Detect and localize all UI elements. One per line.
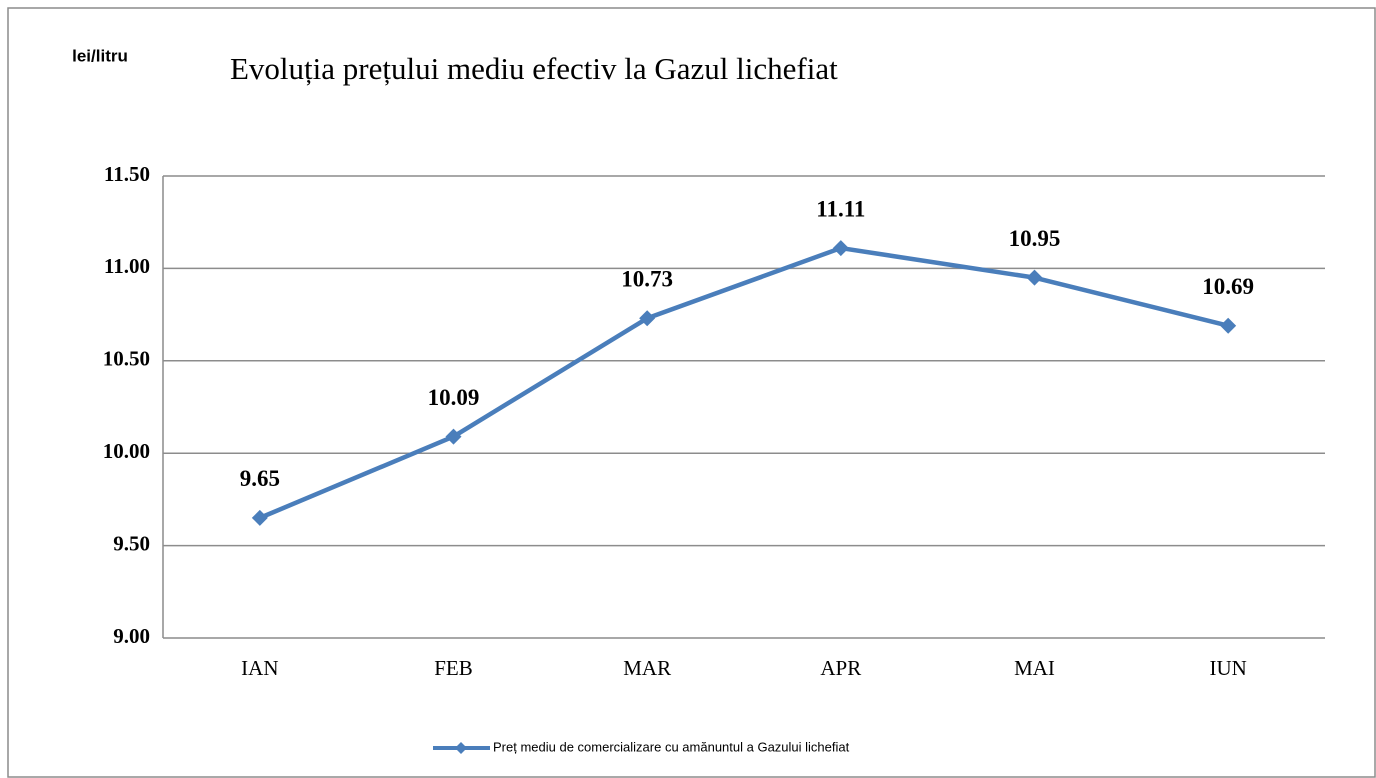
x-tick-label: IAN	[241, 656, 278, 680]
series-line	[258, 245, 1229, 520]
chart-title: Evoluția prețului mediu efectiv la Gazul…	[230, 51, 838, 86]
legend-marker	[455, 742, 467, 754]
marker	[832, 240, 849, 257]
y-tick-label: 11.50	[104, 162, 150, 186]
y-tick-label: 11.00	[104, 254, 150, 278]
legend-label: Preț mediu de comercializare cu amănuntu…	[493, 739, 850, 754]
chart-frame	[7, 7, 1376, 778]
marker	[1220, 317, 1237, 334]
data-label: 11.11	[816, 196, 865, 221]
x-tick-label: MAI	[1014, 656, 1055, 680]
y-tick-label: 10.50	[103, 347, 150, 371]
y-tick-label: 9.00	[113, 624, 150, 648]
data-label: 10.09	[428, 385, 480, 410]
x-tick-label: APR	[820, 656, 861, 680]
data-label: 10.73	[621, 267, 673, 292]
x-tick-label: IUN	[1210, 656, 1247, 680]
marker	[639, 310, 656, 327]
y-tick-label: 10.00	[103, 439, 150, 463]
y-tick-label: 9.50	[113, 531, 150, 555]
y-axis-label: lei/litru	[72, 46, 128, 65]
data-label: 9.65	[240, 466, 280, 491]
marker	[251, 509, 268, 526]
data-label: 10.95	[1009, 226, 1061, 251]
marker	[445, 428, 462, 445]
x-tick-label: FEB	[434, 656, 473, 680]
marker	[1026, 269, 1043, 286]
data-label: 10.69	[1202, 274, 1254, 299]
x-tick-label: MAR	[623, 656, 671, 680]
